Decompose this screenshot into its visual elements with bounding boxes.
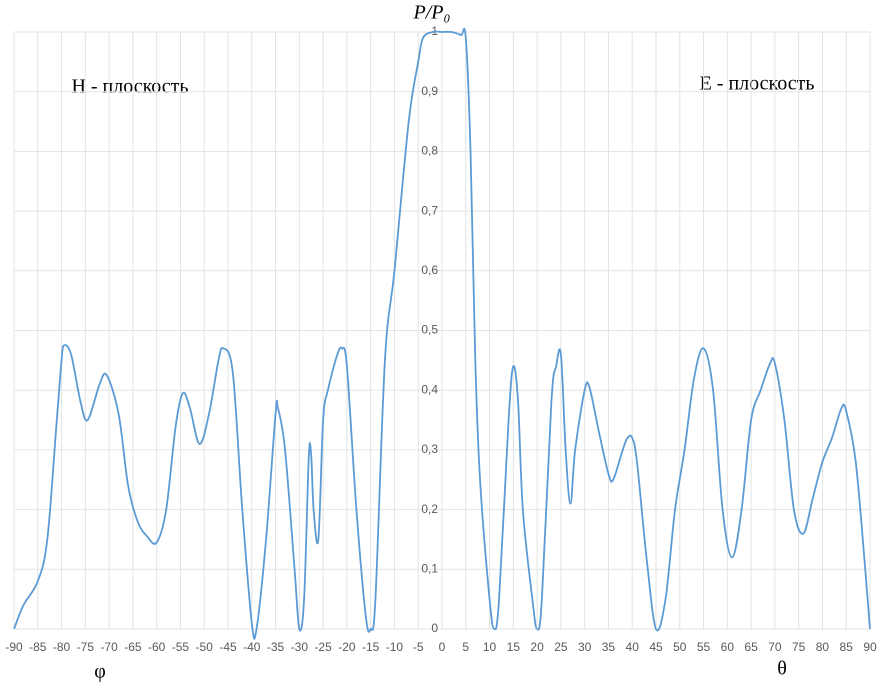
y-tick-label: 0,3 — [421, 442, 438, 456]
x-tick-label: 35 — [602, 640, 616, 654]
y-tick-label: 0,7 — [421, 203, 438, 217]
x-tick-label: 10 — [483, 640, 497, 654]
x-tick-label: -10 — [386, 640, 404, 654]
annotation: θ — [777, 658, 787, 680]
x-tick-label: -35 — [267, 640, 285, 654]
y-tick-label: 0,5 — [421, 323, 438, 337]
x-tick-label: -50 — [196, 640, 214, 654]
x-tick-label: -30 — [291, 640, 309, 654]
x-tick-label: 15 — [507, 640, 521, 654]
x-tick-label: 75 — [792, 640, 806, 654]
x-tick-label: -40 — [243, 640, 261, 654]
x-tick-label: 85 — [840, 640, 854, 654]
annotation: E - плоскость — [700, 73, 815, 95]
annotation: H - плоскость — [71, 76, 188, 98]
x-tick-label: 5 — [462, 640, 469, 654]
y-tick-label: 0,6 — [421, 263, 438, 277]
x-tick-label: 30 — [578, 640, 592, 654]
y-tick-label: 0,2 — [421, 502, 438, 516]
x-tick-label: 45 — [649, 640, 663, 654]
y-axis-label: P/P₀ — [413, 2, 451, 24]
y-tick-label: 0,8 — [421, 144, 438, 158]
annotation: φ — [94, 661, 106, 683]
x-tick-label: 55 — [697, 640, 711, 654]
x-tick-label: 80 — [816, 640, 830, 654]
x-tick-label: -25 — [314, 640, 332, 654]
x-tick-label: -65 — [124, 640, 142, 654]
x-tick-label: 90 — [863, 640, 877, 654]
x-tick-label: 0 — [439, 640, 446, 654]
x-tick-label: -55 — [172, 640, 190, 654]
x-tick-label: -75 — [77, 640, 95, 654]
x-tick-label: 65 — [744, 640, 758, 654]
y-tick-label: 0,9 — [421, 84, 438, 98]
x-tick-label: 25 — [554, 640, 568, 654]
x-tick-label: -60 — [148, 640, 166, 654]
x-tick-label: 40 — [626, 640, 640, 654]
line — [13, 27, 871, 640]
x-tick-label: -45 — [219, 640, 237, 654]
x-tick-label: -20 — [338, 640, 356, 654]
x-tick-label: -90 — [5, 640, 23, 654]
x-tick-label: -15 — [362, 640, 380, 654]
x-tick-label: -80 — [53, 640, 71, 654]
y-tick-label: 0,1 — [421, 561, 438, 575]
y-tick-label: 0 — [431, 621, 438, 635]
x-tick-label: -5 — [413, 640, 424, 654]
x-tick-label: 50 — [673, 640, 687, 654]
x-tick-label: 20 — [530, 640, 544, 654]
x-tick-label: -85 — [29, 640, 47, 654]
y-tick-label: 0,4 — [421, 382, 438, 396]
x-tick-label: 70 — [768, 640, 782, 654]
x-tick-label: 60 — [721, 640, 735, 654]
x-tick-label: -70 — [100, 640, 118, 654]
